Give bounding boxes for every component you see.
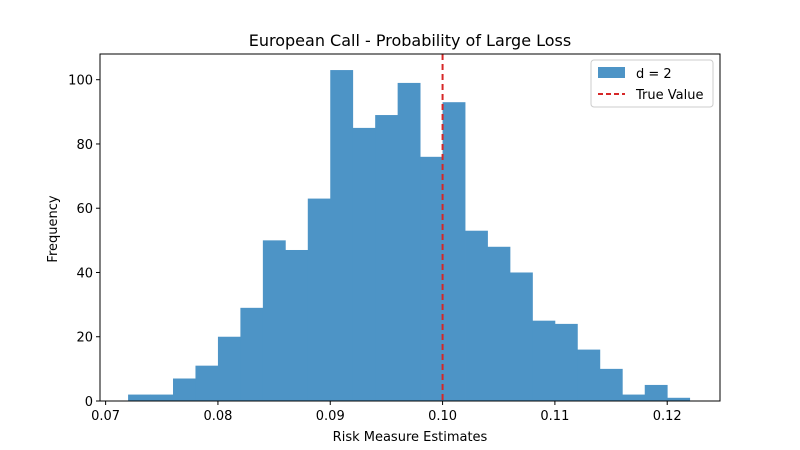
histogram-bar xyxy=(150,394,174,401)
y-tick-label: 20 xyxy=(76,331,93,346)
y-tick-label: 100 xyxy=(68,74,93,89)
plot-area-frame xyxy=(99,53,721,402)
x-tick-label: 0.08 xyxy=(203,409,232,424)
histogram-bar xyxy=(465,230,488,401)
histogram-bar xyxy=(397,82,421,402)
histogram-bar xyxy=(599,368,623,401)
histogram-bar xyxy=(352,127,376,402)
x-tick-label: 0.10 xyxy=(428,409,457,424)
histogram-bar xyxy=(217,336,241,401)
y-tick-label: 60 xyxy=(76,202,93,217)
histogram-bar xyxy=(240,307,264,401)
histogram-bar xyxy=(509,272,533,401)
y-axis-label: Frequency xyxy=(46,195,61,262)
x-axis-ticks: 0.07 0.08 0.09 0.10 0.11 0.12 xyxy=(91,401,682,424)
y-tick-label: 80 xyxy=(76,138,93,153)
bars-layer xyxy=(128,70,691,402)
histogram-bar xyxy=(577,349,601,401)
histogram-bar xyxy=(375,115,399,401)
histogram-bar xyxy=(173,378,196,401)
x-tick-label: 0.12 xyxy=(653,409,682,424)
histogram-bar xyxy=(644,384,668,401)
histogram-bar xyxy=(442,102,466,401)
x-axis-label: Risk Measure Estimates xyxy=(333,430,488,445)
legend-label-true-value: True Value xyxy=(635,88,703,103)
x-tick-label: 0.09 xyxy=(316,409,345,424)
x-tick-label: 0.07 xyxy=(91,409,120,424)
histogram-bar xyxy=(667,397,691,401)
y-tick-label: 40 xyxy=(76,266,93,281)
histogram-bar xyxy=(285,249,309,401)
histogram-bar xyxy=(262,240,286,401)
x-tick-label: 0.11 xyxy=(540,409,569,424)
chart-title: European Call - Probability of Large Los… xyxy=(249,31,571,50)
histogram-bar xyxy=(622,394,646,401)
legend-label-histogram: d = 2 xyxy=(636,67,672,82)
histogram-bar xyxy=(307,198,331,401)
histogram-bar xyxy=(420,156,443,401)
histogram-bar xyxy=(330,70,354,401)
y-axis-ticks: 0 20 40 60 80 100 xyxy=(68,74,100,410)
histogram-bar xyxy=(128,394,151,401)
legend: d = 2 True Value xyxy=(590,59,714,108)
legend-swatch-histogram xyxy=(598,67,625,78)
histogram-bar xyxy=(487,246,511,401)
y-tick-label: 0 xyxy=(85,395,93,410)
histogram-bar xyxy=(195,365,219,401)
histogram-bar xyxy=(532,320,556,401)
histogram-bar xyxy=(554,323,578,401)
